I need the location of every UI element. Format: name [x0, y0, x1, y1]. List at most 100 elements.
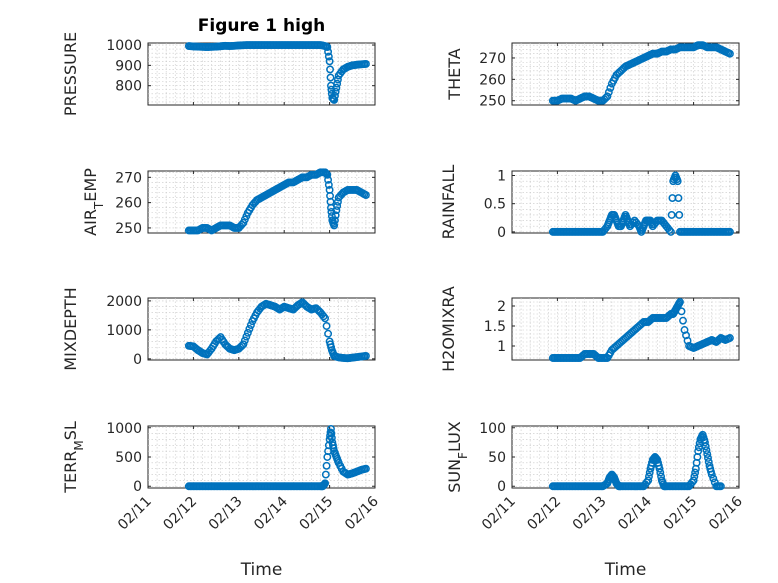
y-tick-label: 100	[479, 421, 506, 437]
data-point	[361, 464, 370, 473]
data-point	[645, 472, 653, 481]
data-point	[709, 474, 718, 483]
x-tick-label: 02/13	[206, 494, 246, 534]
axes-box	[511, 42, 740, 106]
y-tick-label: 0	[497, 479, 506, 495]
data-point	[330, 95, 339, 104]
data-point	[322, 322, 331, 330]
y-tick-label: 270	[115, 170, 142, 186]
y-tick-label: 900	[115, 58, 142, 74]
x-axis-label: Time	[604, 560, 647, 580]
y-axis-label: PRESSURE	[61, 32, 80, 116]
data-point	[324, 329, 333, 338]
data-point	[332, 83, 341, 92]
data-point	[725, 49, 734, 58]
y-tick-label: 0	[497, 225, 506, 241]
data-point	[655, 464, 664, 473]
y-tick-label: 250	[479, 94, 506, 110]
y-tick-label: 2	[497, 299, 506, 315]
data-point	[629, 218, 638, 227]
x-tick-label: 02/11	[479, 494, 519, 534]
y-tick-label: 250	[115, 221, 142, 237]
data-point	[644, 476, 653, 485]
data-point	[321, 314, 330, 323]
data-point	[324, 52, 333, 61]
data-point	[716, 482, 725, 491]
data-point	[690, 472, 699, 481]
series-points	[548, 430, 725, 491]
data-point	[331, 211, 340, 220]
data-point	[675, 211, 684, 219]
y-tick-label: 1000	[106, 421, 142, 437]
data-point	[331, 87, 340, 96]
y-tick-label: 260	[479, 72, 506, 88]
data-point	[325, 57, 334, 66]
y-axis-label: RAINFALL	[439, 165, 458, 240]
y-tick-label: 0	[133, 479, 142, 495]
data-point	[603, 92, 612, 101]
panel-terrsl: 02/11 02/12 02/13 02/14 02/15 02/16 0 500 1000 TE…	[61, 421, 382, 580]
data-point	[667, 211, 676, 219]
data-point	[327, 433, 336, 442]
series-points	[548, 298, 734, 362]
data-point	[239, 340, 248, 349]
panel-mixdepth: 0 1000 2000 MIXDEPTH	[61, 287, 376, 371]
data-point	[246, 321, 255, 329]
data-point	[245, 324, 254, 333]
y-tick-label: 800	[115, 79, 142, 95]
data-point	[702, 446, 711, 455]
x-tick-label: 02/14	[251, 493, 291, 533]
chart-title: Figure 1 high	[198, 16, 326, 36]
panel-h2omixra: 1 1.5 2 H2OMIXRA	[439, 286, 740, 372]
data-point	[319, 312, 328, 321]
y-axis-label: AIRTEMP	[81, 168, 106, 236]
y-tick-label: 2000	[106, 294, 142, 310]
y-tick-label: 0.5	[484, 197, 506, 213]
x-tick-label: 02/13	[570, 494, 610, 534]
data-point	[679, 316, 687, 325]
data-point	[704, 454, 712, 462]
data-point	[330, 91, 339, 100]
panel-rainfall: 0 0.5 1 RAINFALL	[439, 165, 740, 241]
axes-box	[511, 297, 740, 361]
data-point	[323, 43, 332, 52]
data-point	[703, 450, 712, 459]
y-axis-label: TERRMSL	[61, 421, 86, 494]
data-point	[327, 429, 336, 438]
x-tick-label: 02/16	[706, 493, 746, 533]
data-point	[240, 336, 249, 345]
x-tick-label: 02/12	[160, 494, 200, 534]
y-tick-label: 0	[133, 352, 142, 368]
data-point	[333, 202, 342, 210]
y-axis-label: THETA	[445, 48, 464, 100]
series-points	[184, 424, 370, 491]
data-point	[243, 328, 252, 337]
data-point	[694, 447, 703, 456]
data-point	[321, 470, 330, 479]
x-tick-label: 02/16	[342, 493, 382, 533]
data-point	[242, 332, 251, 341]
y-tick-label: 50	[488, 450, 506, 466]
y-tick-label: 270	[479, 51, 506, 67]
data-point	[674, 194, 683, 203]
y-tick-label: 500	[115, 450, 142, 466]
data-point	[691, 468, 700, 477]
y-tick-label: 1000	[106, 38, 142, 54]
data-point	[707, 470, 716, 479]
series-points	[184, 168, 370, 235]
panel-theta: 250 260 270 THETA	[445, 41, 740, 110]
data-point	[656, 468, 665, 477]
y-axis-label: MIXDEPTH	[61, 287, 80, 370]
data-point	[689, 476, 698, 485]
data-point	[326, 65, 335, 74]
y-tick-label: 1000	[106, 323, 142, 339]
data-point	[324, 175, 333, 184]
series-points	[184, 298, 370, 363]
data-point	[673, 177, 682, 186]
x-axis-label: Time	[240, 560, 283, 580]
data-point	[330, 221, 339, 230]
data-point	[676, 298, 684, 306]
panel-sunlux: 02/11 02/12 02/13 02/14 02/15 02/16 0 50 100 SUNF…	[445, 421, 746, 580]
data-point	[677, 307, 686, 316]
data-point	[361, 191, 370, 199]
